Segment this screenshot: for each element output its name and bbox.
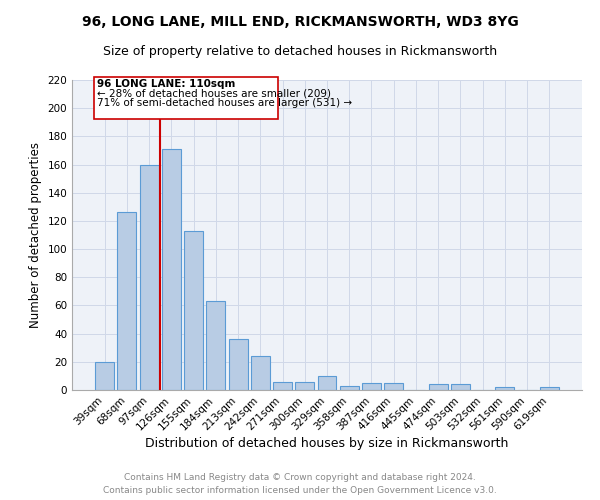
Bar [496,387,514,390]
FancyBboxPatch shape [94,77,278,120]
Bar [429,384,448,390]
Bar [95,362,114,390]
Bar [251,356,270,390]
Text: ← 28% of detached houses are smaller (209): ← 28% of detached houses are smaller (20… [97,88,331,99]
Bar [340,386,359,390]
Y-axis label: Number of detached properties: Number of detached properties [29,142,42,328]
Text: 96, LONG LANE, MILL END, RICKMANSWORTH, WD3 8YG: 96, LONG LANE, MILL END, RICKMANSWORTH, … [82,15,518,29]
X-axis label: Distribution of detached houses by size in Rickmansworth: Distribution of detached houses by size … [145,438,509,450]
Text: Size of property relative to detached houses in Rickmansworth: Size of property relative to detached ho… [103,45,497,58]
Bar [273,382,292,390]
Text: 71% of semi-detached houses are larger (531) →: 71% of semi-detached houses are larger (… [97,98,352,108]
Bar [140,164,158,390]
Bar [317,376,337,390]
Bar [540,387,559,390]
Bar [184,231,203,390]
Bar [362,383,381,390]
Bar [384,383,403,390]
Bar [206,301,225,390]
Text: Contains HM Land Registry data © Crown copyright and database right 2024.
Contai: Contains HM Land Registry data © Crown c… [103,474,497,495]
Bar [295,382,314,390]
Bar [162,149,181,390]
Bar [451,384,470,390]
Bar [118,212,136,390]
Text: 96 LONG LANE: 110sqm: 96 LONG LANE: 110sqm [97,78,235,88]
Bar [229,340,248,390]
